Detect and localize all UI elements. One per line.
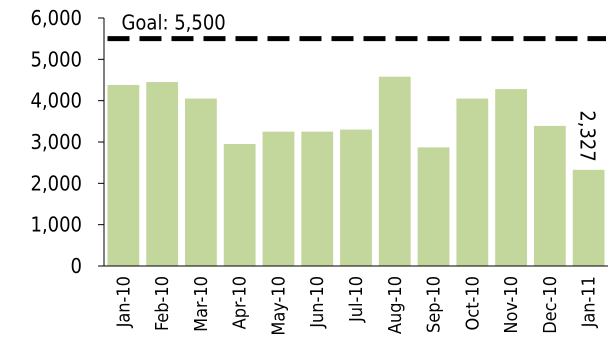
bar [495,89,527,267]
x-tick-label: Jan-10 [113,276,134,328]
bar [301,131,334,266]
goal-label: Goal: 5,500 [121,11,225,35]
x-tick-label: Jun-10 [307,276,328,329]
bar [107,84,140,267]
x-tick-label: Aug-10 [385,276,406,334]
y-axis: 0 1,000 2,000 3,000 4,000 5,000 6,000 [31,6,105,278]
y-tick-label: 0 [71,254,82,278]
y-tick-label: 4,000 [31,89,83,113]
bar [146,82,179,266]
x-tick-label: Feb-10 [152,276,173,331]
bar [223,144,256,266]
y-tick-label: 1,000 [31,213,83,237]
bar [378,76,411,267]
bar [340,129,372,266]
bar [456,98,489,266]
x-tick-label: Jul-10 [346,276,367,323]
data-label: 2,327 [576,110,600,162]
x-tick-label: Mar-10 [191,276,212,332]
bar [417,147,450,266]
x-tick-label: May-10 [268,276,289,336]
y-tick-label: 2,000 [31,171,83,195]
bar [572,169,605,266]
bars [107,76,605,267]
goal-line-group: Goal: 5,500 [107,11,606,42]
x-tick-label: Apr-10 [230,276,251,329]
x-tick-label: Oct-10 [462,276,483,330]
x-tick-label: Sep-10 [424,276,445,333]
bar [262,131,295,266]
x-tick-label: Dec-10 [540,276,561,334]
x-tick-label: Nov-10 [501,276,522,334]
data-labels: 2,327 [576,110,600,162]
y-tick-label: 5,000 [31,47,83,71]
y-tick-label: 6,000 [31,6,83,30]
y-tick-label: 3,000 [31,130,83,154]
bar [533,125,566,266]
x-tick-label: Jan-11 [579,276,600,328]
x-axis: Jan-10 Feb-10 Mar-10 Apr-10 May-10 Jun-10 Jul-… [104,265,608,336]
bar [185,98,217,266]
